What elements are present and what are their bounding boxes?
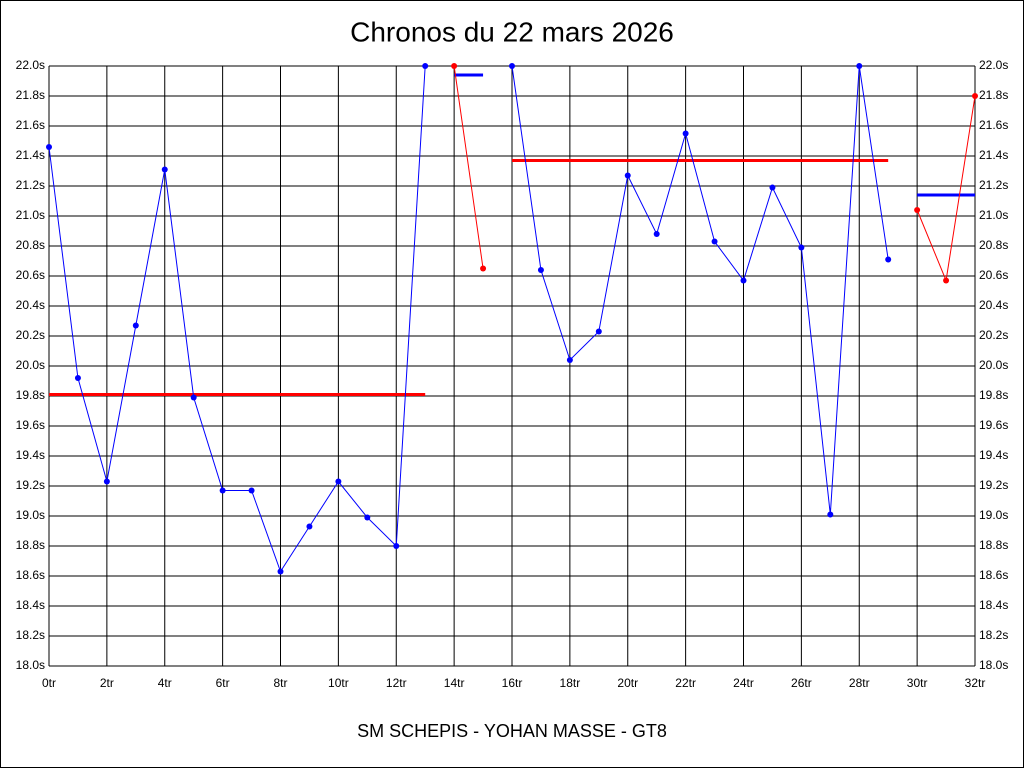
y2-tick-label: 20.8s — [979, 238, 1008, 252]
y2-tick-label: 19.4s — [979, 448, 1008, 462]
point — [537, 267, 544, 273]
point — [972, 93, 978, 99]
y-tick-label: 21.6s — [16, 118, 45, 132]
y-tick-label: 19.4s — [16, 448, 45, 462]
y-tick-label: 20.2s — [16, 328, 45, 342]
point — [653, 231, 660, 237]
y2-tick-label: 21.6s — [979, 118, 1008, 132]
point — [509, 63, 515, 69]
point — [769, 184, 776, 191]
point — [595, 328, 602, 335]
x-tick-label: 0tr — [42, 676, 56, 690]
y2-tick-label: 20.6s — [979, 268, 1008, 282]
x-tick-label: 6tr — [216, 676, 230, 690]
y2-tick-label: 21.2s — [979, 178, 1008, 192]
y-tick-label: 21.8s — [16, 88, 45, 102]
point — [335, 478, 342, 485]
point — [364, 514, 371, 521]
y2-tick-label: 19.2s — [979, 478, 1008, 492]
point — [624, 172, 631, 179]
y-tick-label: 20.4s — [16, 298, 45, 312]
x-tick-label: 26tr — [791, 676, 812, 690]
point — [451, 63, 458, 69]
y-tick-label: 21.2s — [16, 178, 45, 192]
point — [798, 244, 805, 251]
y2-tick-label: 18.2s — [979, 628, 1008, 642]
point — [914, 207, 921, 213]
y-tick-label: 18.6s — [16, 568, 45, 582]
x-tick-label: 4tr — [158, 676, 172, 690]
point — [248, 487, 255, 494]
point — [480, 265, 487, 272]
y-tick-label: 18.2s — [16, 628, 45, 642]
x-tick-label: 10tr — [328, 676, 349, 690]
point — [943, 277, 950, 284]
point — [132, 322, 139, 329]
y-tick-label: 19.8s — [16, 388, 45, 402]
y-tick-label: 20.0s — [16, 358, 45, 372]
y-tick-label: 19.6s — [16, 418, 45, 432]
y2-tick-label: 18.0s — [979, 658, 1008, 672]
y2-tick-label: 20.2s — [979, 328, 1008, 342]
y-tick-label: 22.0s — [16, 58, 45, 72]
chart-title: Chronos du 22 mars 2026 — [350, 16, 674, 47]
x-tick-label: 14tr — [444, 676, 465, 690]
y2-tick-label: 18.8s — [979, 538, 1008, 552]
y2-tick-label: 21.8s — [979, 88, 1008, 102]
y2-tick-label: 21.0s — [979, 208, 1008, 222]
series-line — [48, 65, 889, 573]
point — [277, 568, 284, 575]
chart-subtitle: SM SCHEPIS - YOHAN MASSE - GT8 — [357, 721, 667, 741]
x-tick-label: 20tr — [617, 676, 638, 690]
y2-tick-label: 20.0s — [979, 358, 1008, 372]
x-tick-label: 12tr — [386, 676, 407, 690]
y-tick-label: 21.4s — [16, 148, 45, 162]
point — [393, 543, 400, 549]
y-tick-label: 20.6s — [16, 268, 45, 282]
y2-tick-label: 18.6s — [979, 568, 1008, 582]
x-tick-label: 28tr — [849, 676, 870, 690]
y2-tick-label: 19.8s — [979, 388, 1008, 402]
point — [682, 130, 689, 137]
y-tick-label: 18.0s — [16, 658, 45, 672]
x-tick-label: 16tr — [502, 676, 523, 690]
y-tick-label: 19.0s — [16, 508, 45, 522]
point — [46, 144, 52, 150]
x-tick-label: 24tr — [733, 676, 754, 690]
y2-tick-label: 21.4s — [979, 148, 1008, 162]
point — [856, 63, 863, 69]
point — [827, 511, 834, 518]
x-tick-label: 30tr — [907, 676, 928, 690]
y2-tick-label: 20.4s — [979, 298, 1008, 312]
point — [161, 166, 168, 173]
x-tick-label: 8tr — [273, 676, 287, 690]
point — [711, 238, 718, 245]
point — [74, 375, 81, 381]
y-tick-label: 21.0s — [16, 208, 45, 222]
y-tick-label: 18.4s — [16, 598, 45, 612]
point — [566, 357, 573, 363]
y2-tick-label: 22.0s — [979, 58, 1008, 72]
x-tick-label: 22tr — [675, 676, 696, 690]
y2-tick-label: 19.6s — [979, 418, 1008, 432]
point — [422, 63, 429, 69]
point — [306, 523, 313, 530]
y2-tick-label: 18.4s — [979, 598, 1008, 612]
point — [103, 478, 110, 485]
x-tick-label: 32tr — [965, 676, 986, 690]
point — [219, 487, 226, 494]
y-tick-label: 20.8s — [16, 238, 45, 252]
y2-tick-label: 19.0s — [979, 508, 1008, 522]
point — [190, 394, 197, 401]
point — [885, 256, 892, 263]
y-tick-label: 18.8s — [16, 538, 45, 552]
x-tick-label: 2tr — [100, 676, 114, 690]
point — [740, 277, 747, 284]
x-tick-label: 18tr — [560, 676, 581, 690]
y-tick-label: 19.2s — [16, 478, 45, 492]
